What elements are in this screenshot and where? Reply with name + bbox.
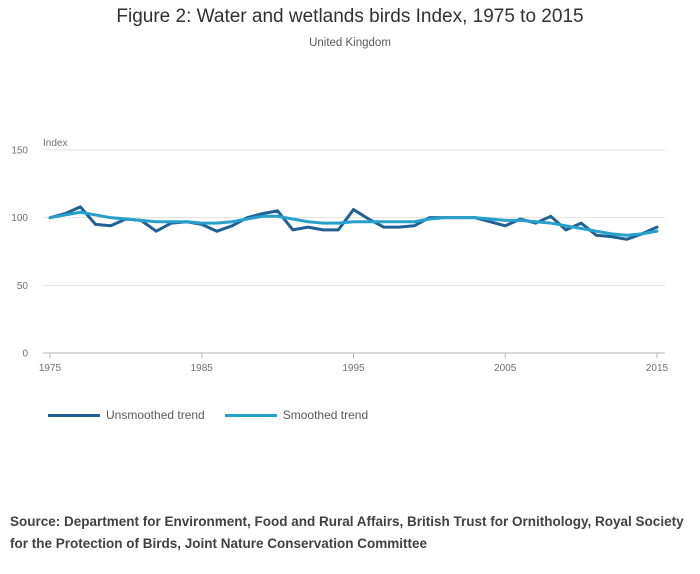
chart-title: Figure 2: Water and wetlands birds Index… — [116, 6, 584, 27]
chart-subtitle: United Kingdom — [309, 37, 391, 49]
series-line-smoothed — [48, 210, 659, 237]
x-tick-label: 2015 — [646, 363, 669, 374]
x-tick-label: 1995 — [342, 363, 365, 374]
legend-swatch-unsmoothed — [48, 413, 100, 417]
y-tick-label: 100 — [11, 213, 28, 224]
y-tick-label: 150 — [11, 146, 28, 157]
y-tick-label: 50 — [17, 281, 29, 292]
x-tick-label: 2005 — [494, 363, 517, 374]
y-axis-label: Index — [43, 138, 67, 149]
legend: Unsmoothed trend Smoothed trend — [48, 408, 388, 422]
source-note: Source: Department for Environment, Food… — [10, 514, 684, 551]
legend-label-smoothed: Smoothed trend — [282, 408, 369, 422]
series-layer — [48, 205, 659, 241]
legend-item-smoothed: Smoothed trend — [224, 408, 369, 422]
legend-swatch-smoothed — [224, 413, 277, 417]
legend-item-unsmoothed: Unsmoothed trend — [48, 408, 205, 422]
x-tick-label: 1985 — [191, 363, 214, 374]
axis-layer: 0 50 100 150 1975 1985 1995 2005 2015 — [11, 146, 668, 375]
legend-label-unsmoothed: Unsmoothed trend — [106, 408, 205, 422]
grid-layer — [43, 149, 665, 354]
x-tick-label: 1975 — [39, 363, 62, 374]
series-line-unsmoothed — [48, 205, 659, 241]
line-chart: 0 50 100 150 1975 1985 1995 2005 2015 Index — [11, 138, 668, 375]
y-tick-label: 0 — [22, 349, 28, 360]
